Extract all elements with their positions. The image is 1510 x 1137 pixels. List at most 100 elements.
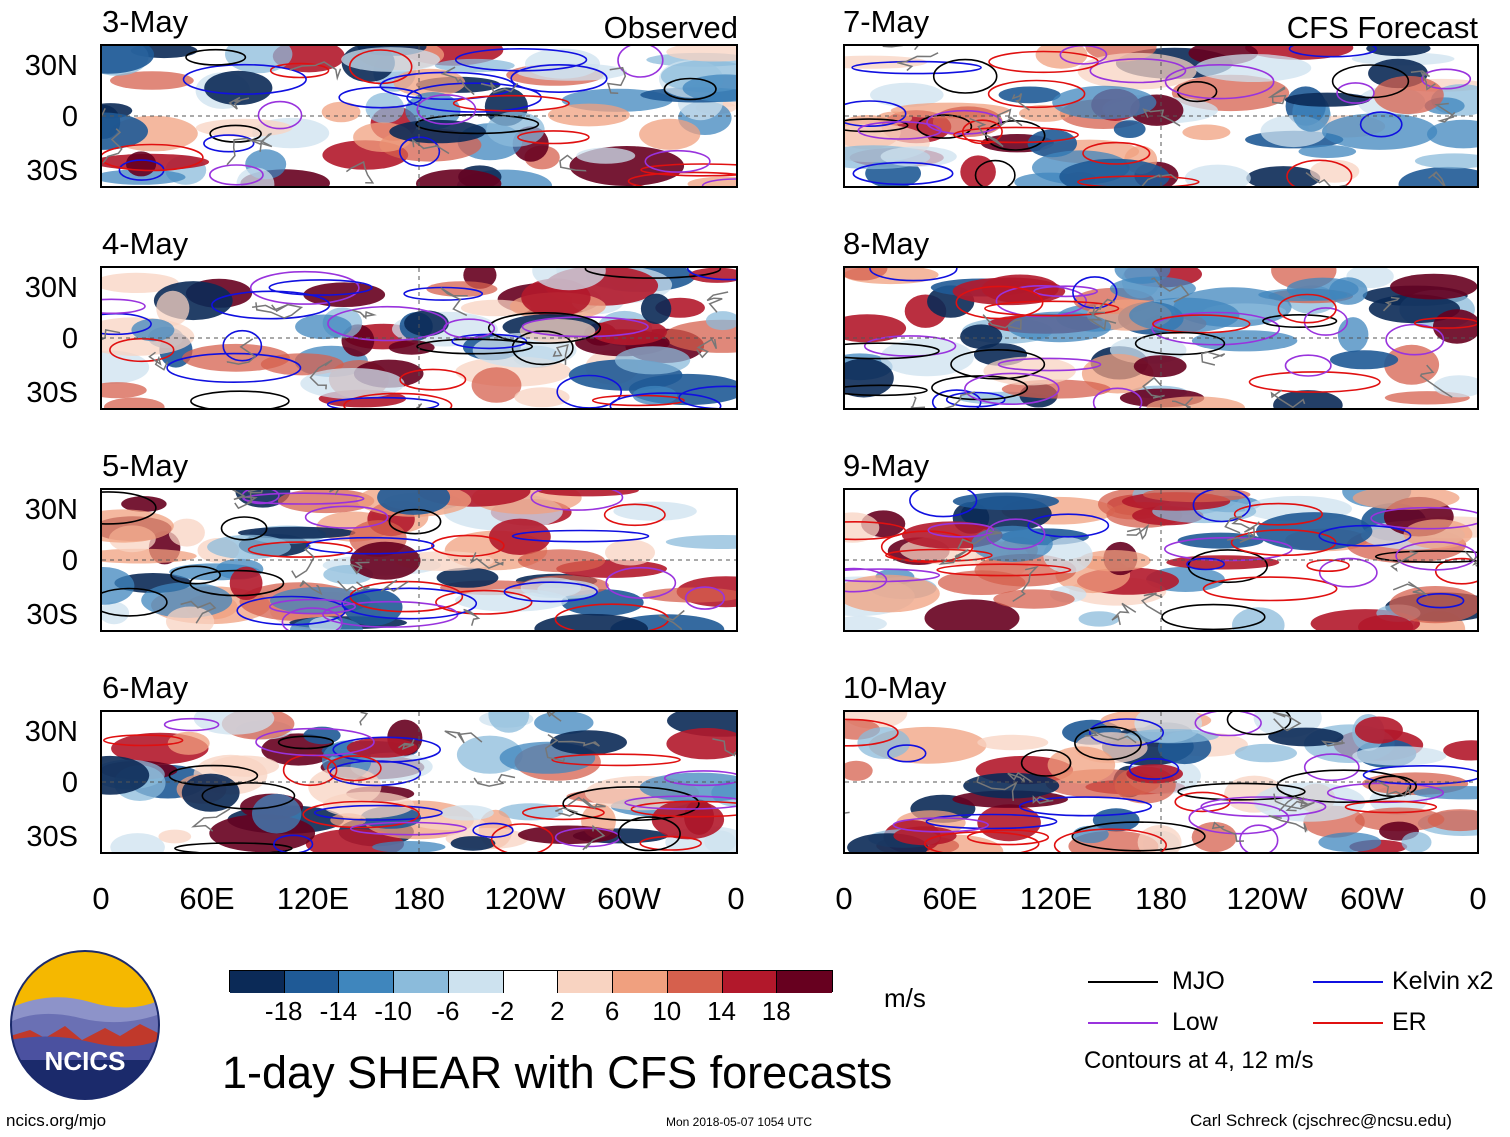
shear-anomaly-blob: [1273, 390, 1343, 408]
contour-mjo: [190, 390, 290, 408]
shear-anomaly-blob: [534, 613, 648, 630]
coastline: [1011, 92, 1030, 111]
legend-line-low: [1088, 1022, 1158, 1024]
coastline: [712, 738, 736, 757]
contour-er: [554, 603, 670, 630]
contour-low: [530, 490, 624, 511]
shear-anomaly-blob: [195, 118, 293, 137]
legend-line-mjo: [1088, 981, 1158, 983]
lon-label-60w: 60W: [597, 881, 661, 916]
contour-kelvin: [1288, 46, 1377, 58]
panel-date-left-1: 3-May: [102, 4, 189, 39]
contour-kelvin: [211, 290, 331, 320]
shear-anomaly-blob: [436, 567, 499, 588]
shear-anomaly-blob: [455, 588, 569, 612]
contour-low: [1151, 311, 1281, 346]
shear-anomaly-blob: [705, 311, 736, 331]
coastline: [1200, 351, 1226, 366]
shear-anomaly-blob: [350, 541, 421, 580]
shear-anomaly-blob: [102, 46, 155, 74]
shear-anomaly-blob: [141, 582, 233, 618]
shear-anomaly-blob: [666, 728, 736, 760]
coastline: [102, 329, 121, 341]
coastline: [558, 740, 600, 747]
colorbar-tick-label: -6: [436, 996, 460, 1026]
contour-er: [452, 94, 570, 112]
shear-anomaly-blob: [1298, 145, 1357, 158]
contour-mjo: [168, 764, 259, 787]
shear-anomaly-blob: [977, 734, 1049, 751]
lon-label-0: 0: [92, 881, 110, 916]
contour-mjo: [617, 816, 681, 852]
colorbar-tick-label: -14: [319, 996, 358, 1026]
contour-er: [1286, 159, 1353, 186]
contour-mjo: [416, 338, 533, 355]
colorbar: [229, 970, 833, 993]
coastline: [582, 824, 606, 851]
footer-author: Carl Schreck (cjschrec@ncsu.edu): [1190, 1111, 1452, 1130]
colorbar-segment: [613, 971, 668, 993]
panel-date-right-4: 10-May: [843, 670, 947, 705]
contour-low: [416, 94, 477, 125]
contour-kelvin: [852, 161, 954, 186]
coastline: [546, 712, 562, 722]
shear-anomaly-blob: [640, 293, 672, 324]
contour-mjo: [174, 842, 293, 852]
colorbar-tick-label: -10: [374, 996, 412, 1026]
shear-anomaly-blob: [102, 509, 174, 543]
lat-label-30n: 30N: [24, 494, 78, 526]
shear-anomaly-blob: [1047, 746, 1116, 784]
lon-label-0: 0: [835, 881, 853, 916]
contour-low: [1303, 307, 1348, 336]
contour-mjo: [415, 113, 540, 135]
colorbar-segment: [722, 971, 778, 993]
contour-kelvin: [887, 744, 927, 763]
shear-anomaly-blob: [880, 146, 957, 167]
contour-kelvin: [503, 581, 598, 603]
contour-low: [1303, 753, 1360, 782]
shear-anomaly-blob: [1007, 311, 1112, 343]
map-panel-observed-1: [100, 44, 738, 188]
contour-kelvin: [510, 63, 608, 93]
contour-mjo: [845, 342, 940, 360]
shear-anomaly-blob: [102, 350, 150, 384]
contour-kelvin: [203, 134, 255, 153]
map-panel-forecast-4: [843, 710, 1479, 854]
contour-er: [1233, 502, 1324, 526]
coastline: [228, 96, 250, 110]
contour-low: [269, 598, 357, 615]
contour-er: [517, 130, 590, 145]
lat-label-eq: 0: [61, 323, 78, 355]
contour-mjo: [584, 268, 722, 279]
contour-mjo: [1331, 64, 1410, 99]
contour-er: [343, 392, 453, 408]
shear-anomaly-blob: [666, 46, 736, 62]
colorbar-segment: [339, 971, 395, 993]
contour-er: [102, 143, 204, 172]
contour-kelvin: [1192, 490, 1251, 523]
panel-date-left-4: 6-May: [102, 670, 189, 705]
lon-label-180: 180: [1135, 881, 1187, 916]
lat-label-30s: 30S: [26, 377, 78, 409]
shear-anomaly-blob: [110, 833, 165, 852]
coastline: [658, 609, 685, 630]
contour-er: [1082, 141, 1151, 165]
shear-anomaly-blob: [166, 606, 215, 630]
shear-anomaly-blob: [416, 169, 502, 186]
shear-anomaly-blob: [486, 111, 545, 147]
contour-mjo: [1134, 331, 1226, 356]
contour-low: [605, 566, 677, 599]
shear-anomaly-blob: [308, 766, 382, 807]
contour-kelvin: [1362, 765, 1477, 785]
shear-anomaly-blob: [341, 47, 440, 72]
contour-kelvin: [403, 286, 484, 301]
contour-low: [163, 717, 220, 732]
contour-mjo: [1161, 603, 1266, 630]
contour-low: [624, 795, 736, 810]
coastline: [544, 733, 566, 763]
contour-er: [880, 530, 974, 564]
contour-er: [639, 835, 702, 851]
shear-anomaly-blob: [1124, 729, 1219, 744]
colorbar-segment: [230, 971, 285, 993]
contour-kelvin: [399, 136, 441, 167]
